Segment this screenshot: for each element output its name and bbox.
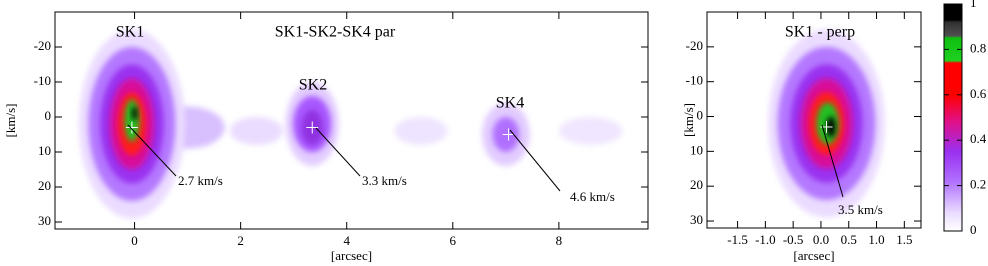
plot-area xyxy=(768,29,885,218)
y-tick-label: 10 xyxy=(38,143,51,158)
annotation-line xyxy=(821,124,844,198)
y-tick-label: 20 xyxy=(38,178,51,193)
colorbar-tick-label: 0 xyxy=(970,222,977,237)
y-tick-label: -20 xyxy=(34,38,51,53)
annotation: 3.5 km/s xyxy=(838,202,883,217)
annotation: 4.6 km/s xyxy=(570,189,615,204)
annotation-line xyxy=(315,127,361,177)
x-axis-label: [arcsec] xyxy=(793,248,834,263)
plot-area xyxy=(78,29,623,219)
x-tick-label: 0.0 xyxy=(813,232,829,247)
annotation: 2.7 km/s xyxy=(178,173,223,188)
colorbar-tick-label: 0.6 xyxy=(970,86,987,101)
y-tick-label: 20 xyxy=(690,177,703,192)
annotation-line xyxy=(127,124,177,177)
x-tick-label: -1.5 xyxy=(727,232,748,247)
panel-title: SK1 - perp xyxy=(785,24,855,41)
emission xyxy=(230,117,284,145)
x-tick-label: -1.0 xyxy=(755,232,776,247)
y-tick-label: 0 xyxy=(697,108,704,123)
x-tick-label: 0 xyxy=(131,233,138,248)
source-label: SK1 xyxy=(116,24,144,41)
annotation-line xyxy=(509,129,561,192)
emission xyxy=(131,106,138,121)
x-axis-label: [arcsec] xyxy=(331,248,372,263)
y-tick-label: 30 xyxy=(38,213,51,228)
y-axis-label: [km/s] xyxy=(681,103,696,137)
x-tick-label: 1.5 xyxy=(896,232,912,247)
source-label: SK2 xyxy=(299,77,327,94)
colorbar-tick-label: 0.4 xyxy=(970,131,987,146)
frame xyxy=(706,11,922,229)
x-tick-label: 4 xyxy=(343,233,350,248)
emission xyxy=(394,117,448,145)
y-axis-label: [km/s] xyxy=(3,104,18,138)
annotation: 3.3 km/s xyxy=(362,173,407,188)
y-tick-label: 30 xyxy=(690,212,703,227)
colorbar-tick-label: 0.8 xyxy=(970,40,986,55)
y-tick-label: -10 xyxy=(686,73,703,88)
x-tick-label: 1.0 xyxy=(868,232,884,247)
panel-title: SK1-SK2-SK4 par xyxy=(275,24,396,41)
y-tick-label: 10 xyxy=(690,142,703,157)
colorbar xyxy=(943,3,963,232)
source-label: SK4 xyxy=(496,95,524,112)
colorbar-tick-label: 1 xyxy=(970,0,977,10)
x-tick-label: 8 xyxy=(556,233,563,248)
x-tick-label: -0.5 xyxy=(783,232,804,247)
frame xyxy=(54,11,649,230)
y-tick-label: -20 xyxy=(686,38,703,53)
y-tick-label: 0 xyxy=(45,108,52,123)
x-tick-label: 0.5 xyxy=(841,232,857,247)
marker xyxy=(306,121,319,134)
colorbar-tick-label: 0.2 xyxy=(970,177,986,192)
emission xyxy=(558,117,623,145)
y-tick-label: -10 xyxy=(34,73,51,88)
marker xyxy=(125,121,138,134)
marker xyxy=(502,128,515,141)
x-tick-label: 6 xyxy=(450,233,457,248)
x-tick-label: 2 xyxy=(237,233,244,248)
